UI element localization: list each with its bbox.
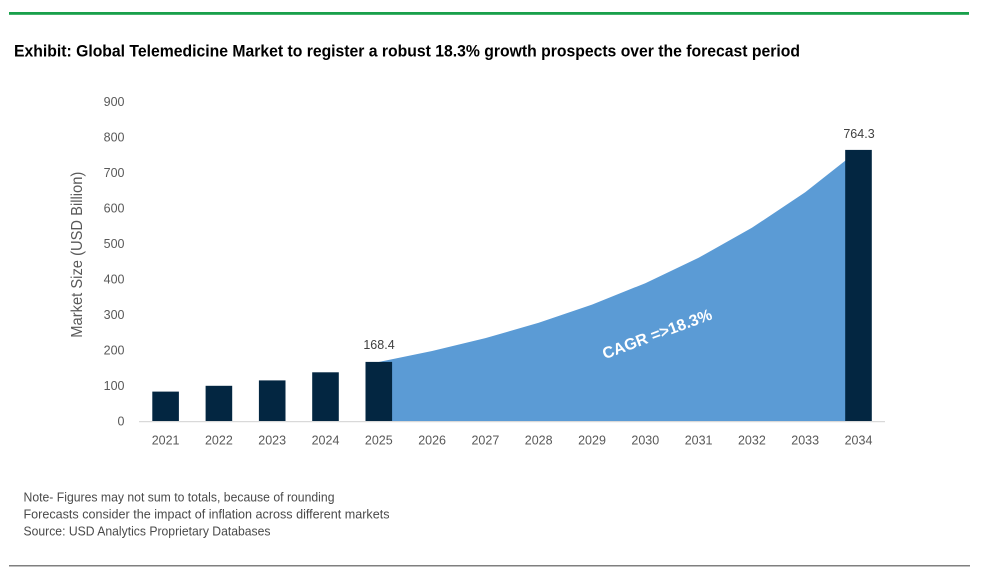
svg-text:600: 600 bbox=[104, 202, 125, 216]
svg-text:200: 200 bbox=[104, 344, 125, 358]
svg-text:2022: 2022 bbox=[205, 433, 233, 447]
svg-text:700: 700 bbox=[104, 166, 125, 180]
svg-text:500: 500 bbox=[104, 237, 125, 251]
svg-text:Forecasts consider the impact: Forecasts consider the impact of inflati… bbox=[24, 507, 390, 521]
svg-text:2028: 2028 bbox=[525, 433, 553, 447]
svg-text:Exhibit: Global Telemedicine M: Exhibit: Global Telemedicine Market to r… bbox=[14, 41, 800, 60]
svg-text:300: 300 bbox=[104, 308, 125, 322]
svg-text:2029: 2029 bbox=[578, 433, 606, 447]
svg-text:2032: 2032 bbox=[738, 433, 766, 447]
svg-text:2025: 2025 bbox=[365, 433, 393, 447]
svg-text:100: 100 bbox=[104, 379, 125, 393]
svg-text:2030: 2030 bbox=[631, 433, 659, 447]
svg-text:2023: 2023 bbox=[258, 433, 286, 447]
svg-text:800: 800 bbox=[104, 130, 125, 144]
svg-text:168.4: 168.4 bbox=[363, 338, 394, 352]
svg-text:Market Size (USD Billion): Market Size (USD Billion) bbox=[69, 172, 86, 338]
svg-text:2033: 2033 bbox=[791, 433, 819, 447]
svg-text:2034: 2034 bbox=[845, 433, 873, 447]
svg-text:Source: USD Analytics Propriet: Source: USD Analytics Proprietary Databa… bbox=[24, 524, 271, 538]
svg-text:2021: 2021 bbox=[152, 433, 180, 447]
svg-text:2026: 2026 bbox=[418, 433, 446, 447]
svg-text:0: 0 bbox=[118, 415, 125, 429]
svg-text:764.3: 764.3 bbox=[843, 127, 874, 141]
svg-text:400: 400 bbox=[104, 273, 125, 287]
svg-text:900: 900 bbox=[104, 95, 125, 109]
svg-text:2027: 2027 bbox=[471, 433, 499, 447]
svg-text:2024: 2024 bbox=[312, 433, 340, 447]
svg-text:Note- Figures may not sum to t: Note- Figures may not sum to totals, bec… bbox=[24, 491, 335, 505]
svg-text:2031: 2031 bbox=[685, 433, 713, 447]
